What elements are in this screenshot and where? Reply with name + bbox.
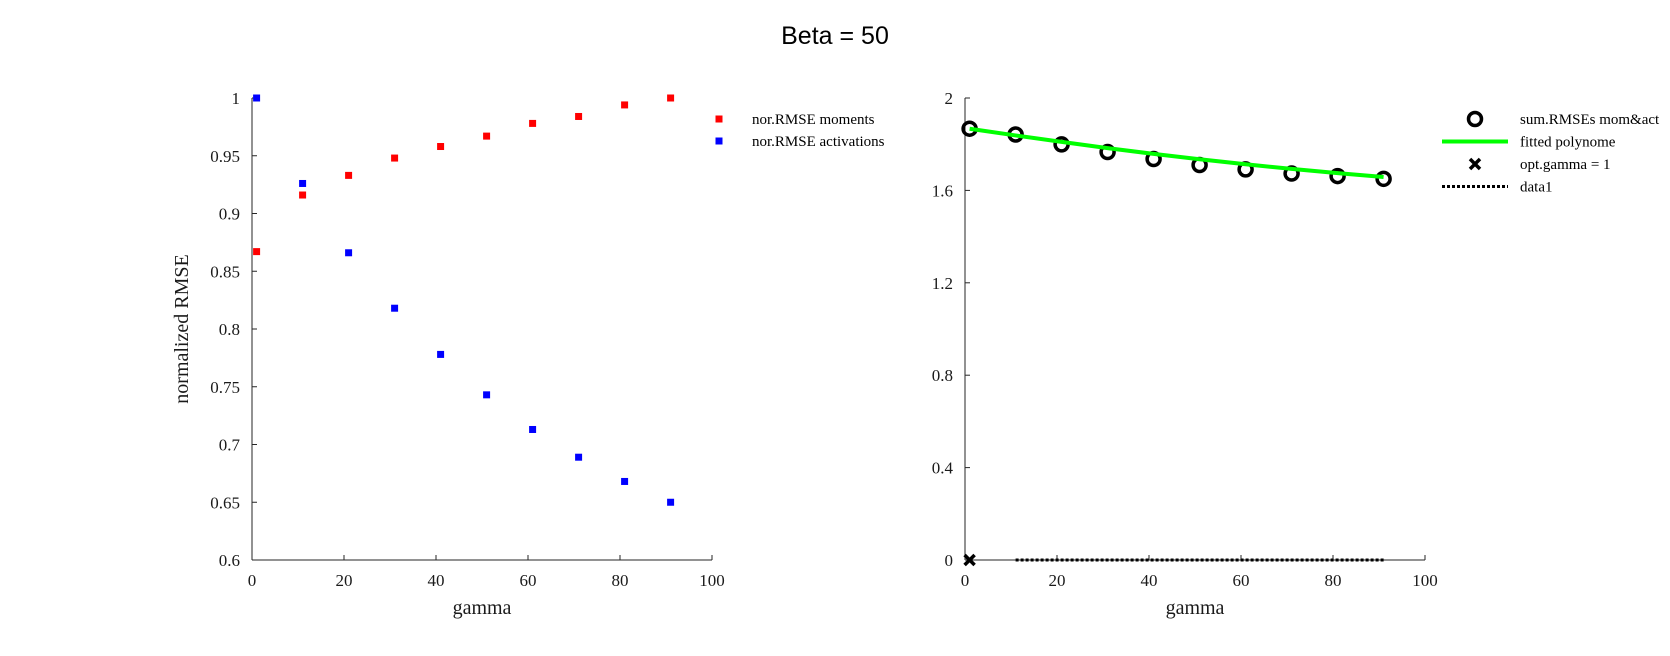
legend-entry: data1 [1442,180,1552,196]
y-tick-label: 1.6 [932,181,953,200]
y-tick-label: 1.2 [932,274,953,293]
x-tick-label: 100 [1412,571,1438,590]
left-axes: 0 20 40 60 80 100 0.6 0.65 0.7 0.75 0.8 0.85 0.9 0.95… [171,89,725,619]
data-point-square [529,425,537,433]
x-tick-label: 40 [428,571,445,590]
x-tick-label: 60 [1233,571,1250,590]
y-tick-label: 0.6 [219,551,240,570]
data-point-square [575,112,583,120]
legend-entry: nor.RMSE moments [715,112,875,128]
y-tick-label: 0.85 [210,262,240,281]
data-point-square [391,304,399,312]
legend-label: opt.gamma = 1 [1520,157,1611,173]
x-axis-label: gamma [1166,597,1225,619]
y-tick-label: 0.4 [932,459,954,478]
data-point-square [437,350,445,358]
x-tick-label: 0 [248,571,257,590]
y-tick-label: 0.75 [210,378,240,397]
x-tick-label: 20 [336,571,353,590]
legend-label: nor.RMSE moments [752,112,875,128]
data-point-square [299,191,307,199]
series-sum-rmses-mom-act [961,120,1392,188]
data-point-square [667,94,675,102]
legend-square-icon [715,137,723,145]
series-nor-rmse-activations [253,94,675,506]
legend-x-icon [1468,157,1482,171]
x-tick-label: 60 [520,571,537,590]
series-nor-rmse-moments [253,94,675,256]
legend-label: nor.RMSE activations [752,134,885,150]
series-fitted-polynome [969,126,1384,179]
right-legend: sum.RMSEs mom&act fitted polynome opt.gamm… [1442,110,1660,196]
data-point-circle [1375,170,1392,188]
fit-line [969,126,1384,179]
data-point-square [483,132,491,140]
left-legend: nor.RMSE moments nor.RMSE activations [715,112,885,150]
data-point-square [345,171,353,179]
data-point-square [621,101,629,109]
data-point-square [667,498,675,506]
legend-entry: nor.RMSE activations [715,134,885,150]
y-tick-label: 0.95 [210,147,240,166]
data-point-square [575,453,583,461]
data-point-square [483,391,491,399]
data-point-circle [1329,167,1346,185]
x-tick-label: 40 [1141,571,1158,590]
data-point-x [963,553,976,567]
x-tick-label: 80 [1325,571,1342,590]
data-point-square [391,154,399,162]
data-point-square [299,179,307,187]
data-point-square [621,477,629,485]
legend-label: fitted polynome [1520,135,1616,151]
data-point-circle [1099,143,1116,161]
x-tick-label: 100 [699,571,725,590]
y-axis-label: normalized RMSE [171,254,193,403]
data-point-square [253,94,261,102]
legend-label: data1 [1520,180,1552,196]
legend-square-icon [715,115,723,123]
y-tick-label: 0.8 [932,366,953,385]
y-tick-label: 1 [232,89,241,108]
series-opt-gamma-1 [963,553,976,567]
legend-entry: opt.gamma = 1 [1468,157,1611,173]
legend-entry: fitted polynome [1442,135,1616,151]
data-point-square [437,143,445,151]
y-tick-label: 0.65 [210,493,240,512]
y-tick-label: 0 [945,551,954,570]
x-tick-label: 20 [1049,571,1066,590]
y-tick-label: 0.9 [219,205,240,224]
x-axis-label: gamma [453,597,512,619]
data-point-square [529,119,537,127]
right-axes: 0 20 40 60 80 100 0 0.4 0.8 1.2 1.6 2 gamma [932,89,1438,619]
data-point-square [345,249,353,257]
data-point-square [253,248,261,256]
y-tick-label: 0.7 [219,436,241,455]
legend-label: sum.RMSEs mom&act [1520,112,1660,128]
x-tick-label: 0 [961,571,970,590]
y-tick-label: 2 [945,89,954,108]
figure-suptitle: Beta = 50 [781,22,889,50]
y-tick-label: 0.8 [219,320,240,339]
x-tick-label: 80 [612,571,629,590]
legend-entry: sum.RMSEs mom&act [1466,110,1660,128]
legend-circle-icon [1466,110,1484,128]
